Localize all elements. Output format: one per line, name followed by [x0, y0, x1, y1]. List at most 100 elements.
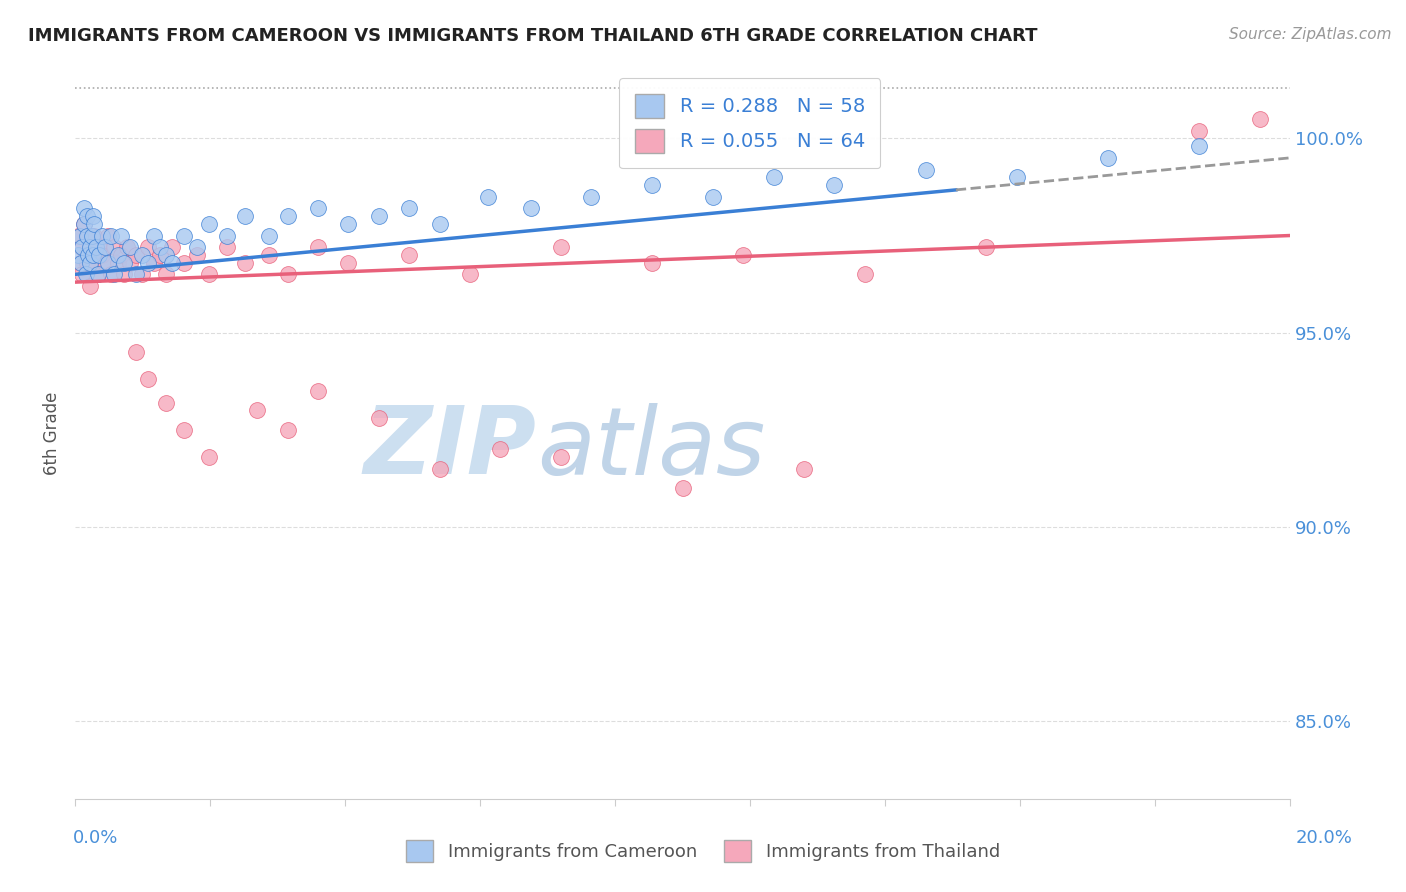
- Point: [100, 228, 122, 243]
- Point: [103, 240, 125, 254]
- Point: [1249, 112, 1271, 126]
- Point: [367, 411, 389, 425]
- Point: [110, 248, 132, 262]
- Point: [155, 268, 177, 282]
- Point: [112, 268, 135, 282]
- Point: [118, 256, 141, 270]
- Point: [97, 228, 120, 243]
- Text: IMMIGRANTS FROM CAMEROON VS IMMIGRANTS FROM THAILAND 6TH GRADE CORRELATION CHART: IMMIGRANTS FROM CAMEROON VS IMMIGRANTS F…: [28, 27, 1038, 45]
- Point: [149, 240, 172, 254]
- Point: [581, 190, 603, 204]
- Point: [94, 256, 117, 270]
- Point: [974, 240, 997, 254]
- Point: [89, 240, 111, 254]
- Point: [67, 248, 90, 262]
- Point: [73, 217, 96, 231]
- Point: [79, 256, 101, 270]
- Point: [118, 240, 141, 254]
- Point: [173, 423, 195, 437]
- Point: [233, 256, 256, 270]
- Point: [83, 217, 105, 231]
- Point: [197, 217, 219, 231]
- Point: [1188, 123, 1211, 137]
- Point: [155, 248, 177, 262]
- Point: [125, 248, 148, 262]
- Point: [136, 240, 159, 254]
- Point: [76, 256, 98, 270]
- Point: [702, 190, 724, 204]
- Point: [76, 209, 98, 223]
- Point: [82, 209, 104, 223]
- Point: [173, 228, 195, 243]
- Point: [550, 450, 572, 464]
- Point: [82, 248, 104, 262]
- Point: [70, 240, 93, 254]
- Point: [91, 228, 114, 243]
- Point: [853, 268, 876, 282]
- Point: [87, 268, 110, 282]
- Point: [107, 256, 129, 270]
- Point: [186, 240, 208, 254]
- Point: [75, 268, 97, 282]
- Point: [136, 372, 159, 386]
- Point: [160, 256, 183, 270]
- Point: [233, 209, 256, 223]
- Point: [277, 423, 299, 437]
- Point: [197, 450, 219, 464]
- Point: [307, 240, 329, 254]
- Point: [72, 240, 94, 254]
- Point: [762, 170, 785, 185]
- Point: [136, 256, 159, 270]
- Point: [398, 202, 420, 216]
- Point: [550, 240, 572, 254]
- Text: ZIP: ZIP: [364, 402, 537, 494]
- Y-axis label: 6th Grade: 6th Grade: [44, 392, 60, 475]
- Point: [110, 228, 132, 243]
- Point: [277, 209, 299, 223]
- Text: 20.0%: 20.0%: [1296, 829, 1353, 847]
- Point: [1005, 170, 1028, 185]
- Point: [429, 217, 451, 231]
- Point: [367, 209, 389, 223]
- Point: [79, 279, 101, 293]
- Point: [72, 268, 94, 282]
- Point: [155, 395, 177, 409]
- Point: [337, 217, 360, 231]
- Point: [83, 228, 105, 243]
- Point: [149, 248, 172, 262]
- Text: atlas: atlas: [537, 402, 765, 493]
- Point: [79, 240, 101, 254]
- Point: [84, 248, 107, 262]
- Point: [82, 256, 104, 270]
- Point: [77, 248, 100, 262]
- Point: [91, 248, 114, 262]
- Point: [173, 256, 195, 270]
- Point: [197, 268, 219, 282]
- Point: [69, 228, 91, 243]
- Point: [307, 202, 329, 216]
- Point: [115, 240, 138, 254]
- Point: [94, 240, 117, 254]
- Point: [215, 228, 238, 243]
- Point: [1097, 151, 1119, 165]
- Point: [89, 248, 111, 262]
- Point: [80, 248, 103, 262]
- Point: [307, 384, 329, 398]
- Point: [100, 268, 122, 282]
- Point: [70, 256, 93, 270]
- Point: [73, 202, 96, 216]
- Point: [1188, 139, 1211, 153]
- Point: [131, 268, 153, 282]
- Point: [67, 228, 90, 243]
- Point: [87, 268, 110, 282]
- Point: [143, 256, 166, 270]
- Point: [733, 248, 755, 262]
- Text: Source: ZipAtlas.com: Source: ZipAtlas.com: [1229, 27, 1392, 42]
- Point: [246, 403, 269, 417]
- Point: [69, 256, 91, 270]
- Point: [259, 228, 281, 243]
- Point: [671, 481, 693, 495]
- Point: [277, 268, 299, 282]
- Point: [80, 228, 103, 243]
- Point: [73, 217, 96, 231]
